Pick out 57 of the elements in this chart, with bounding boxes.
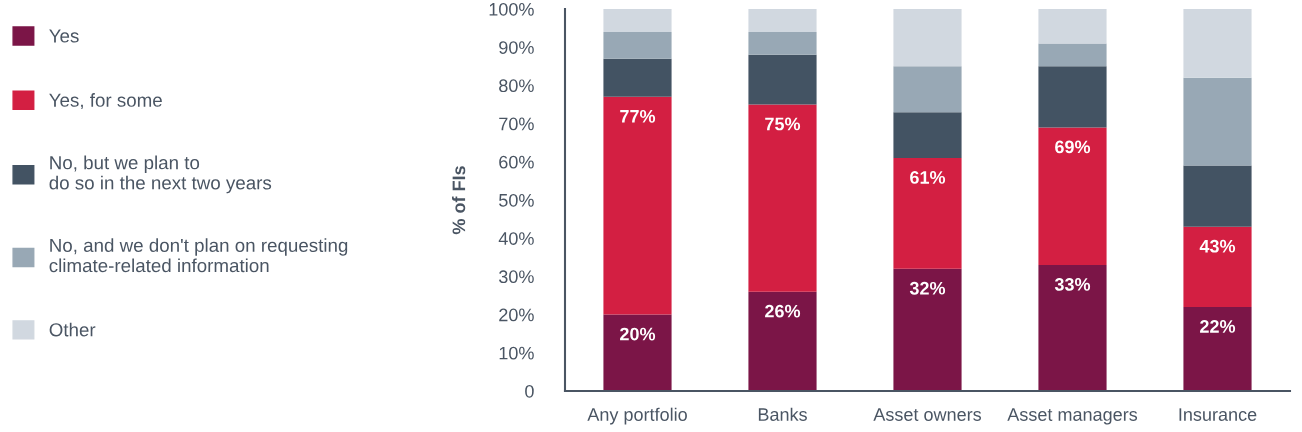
bar: [748, 9, 817, 32]
data-label: 20%: [620, 327, 656, 341]
bar: [1038, 66, 1107, 128]
legend-label: Yes, for some: [49, 93, 162, 110]
bar: [893, 157, 962, 269]
y-tick-label: 90%: [499, 41, 534, 54]
annotation: 61%: [910, 171, 946, 184]
annotation: 69%: [1055, 140, 1091, 154]
bar: [1038, 9, 1107, 44]
y-tick-label: 10%: [499, 346, 534, 360]
y-tick-label: 50%: [499, 193, 534, 207]
legend-label: Other: [49, 322, 96, 337]
bar: [893, 66, 962, 113]
y-tick-label: 40%: [498, 232, 534, 245]
bar: [1183, 165, 1252, 227]
annotation: 43%: [1199, 239, 1236, 253]
bar: [893, 112, 962, 158]
bar: [1038, 43, 1107, 67]
x-tick-label: Insurance: [1179, 408, 1257, 421]
x-tick-label: Asset owners: [873, 408, 982, 421]
bar: [603, 9, 672, 32]
bar: [1183, 9, 1252, 78]
y-axis-title: % of FIs: [451, 166, 466, 235]
legend-label: No, and we don't plan on requesting climate-related information: [49, 238, 348, 273]
y-tick-label: 60%: [499, 155, 534, 169]
bar: [748, 31, 817, 55]
y-tick-label: 0: [525, 384, 534, 398]
y-tick-label: 20%: [499, 308, 534, 322]
data-label: 32%: [909, 281, 946, 295]
bar: [603, 31, 672, 59]
annotation: 77%: [620, 109, 656, 123]
bar: [1183, 226, 1252, 307]
legend-label: No, but we plan to do so in the next two years: [49, 155, 272, 194]
x-tick-label: Any portfolio: [587, 407, 687, 425]
bar: [748, 104, 817, 292]
bar: [893, 9, 962, 67]
y-tick-label: 100%: [489, 2, 534, 16]
y-tick-label: 70%: [499, 117, 534, 131]
legend-label: Yes: [49, 29, 79, 43]
data-label: 26%: [765, 304, 801, 318]
bar: [603, 314, 672, 391]
x-tick-label: Asset managers: [1007, 408, 1138, 425]
bar: [1038, 127, 1107, 265]
data-label: 22%: [1200, 320, 1236, 333]
bar: [1038, 264, 1107, 391]
annotation: 75%: [765, 117, 801, 131]
bar: [1183, 306, 1252, 391]
x-tick-label: Banks: [758, 407, 807, 421]
data-label: 33%: [1054, 278, 1091, 291]
bar: [893, 268, 962, 391]
bar: [603, 96, 672, 315]
bar: [1183, 77, 1252, 166]
bar: [748, 54, 817, 105]
bar: [748, 291, 817, 391]
y-tick-label: 30%: [499, 270, 534, 284]
y-tick-label: 80%: [499, 79, 534, 93]
bar: [603, 58, 672, 97]
